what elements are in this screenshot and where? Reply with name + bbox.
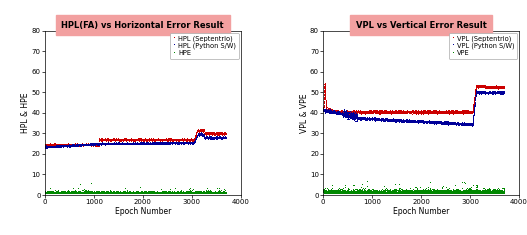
HPE [42, 192, 48, 195]
HPL (Septentrio) [159, 140, 165, 142]
VPE [325, 193, 331, 196]
VPL (Python S/W) [494, 91, 501, 94]
Line: HPL (Septentrio): HPL (Septentrio) [44, 129, 227, 148]
VPE [393, 193, 399, 196]
VPL (Python S/W) [385, 119, 392, 122]
VPE [320, 188, 326, 191]
VPL (Septentrio) [376, 114, 382, 116]
VPL (Python S/W) [473, 89, 479, 92]
VPE [437, 192, 443, 194]
X-axis label: Epoch Number: Epoch Number [114, 207, 171, 215]
VPE [501, 192, 508, 195]
HPL (Python S/W) [159, 143, 165, 145]
VPL (Python S/W) [474, 93, 481, 95]
HPE [194, 193, 200, 196]
HPL (Septentrio) [46, 145, 53, 147]
HPL (Septentrio) [216, 132, 222, 135]
VPL (Septentrio) [415, 113, 421, 116]
VPL (Python S/W) [415, 121, 421, 124]
HPL (Python S/W) [46, 146, 53, 149]
Legend: VPL (Septentrio), VPL (Python S/W), VPE: VPL (Septentrio), VPL (Python S/W), VPE [449, 33, 517, 59]
HPE [159, 193, 165, 196]
Line: VPL (Python S/W): VPL (Python S/W) [323, 90, 505, 127]
Line: HPL (Python S/W): HPL (Python S/W) [44, 133, 227, 149]
Line: VPL (Septentrio): VPL (Septentrio) [323, 83, 505, 116]
Line: HPE: HPE [44, 184, 227, 195]
HPE [196, 193, 202, 196]
Line: VPE: VPE [323, 181, 505, 195]
HPE [216, 193, 222, 196]
HPL (Python S/W) [136, 143, 143, 145]
HPE [46, 193, 53, 196]
HPL (Septentrio) [136, 139, 143, 142]
VPL (Python S/W) [320, 109, 326, 112]
Title: HPL(FA) vs Horizontal Error Result: HPL(FA) vs Horizontal Error Result [62, 21, 224, 30]
VPL (Septentrio) [325, 111, 331, 114]
HPL (Python S/W) [198, 132, 204, 135]
VPE [415, 191, 421, 194]
HPE [223, 193, 229, 196]
VPL (Septentrio) [320, 107, 326, 110]
HPL (Septentrio) [196, 130, 202, 133]
X-axis label: Epoch Number: Epoch Number [393, 207, 450, 215]
HPL (Septentrio) [42, 144, 48, 147]
HPE [136, 187, 143, 190]
VPE [364, 180, 370, 183]
VPL (Python S/W) [325, 109, 331, 112]
VPE [386, 192, 392, 194]
HPL (Septentrio) [54, 146, 61, 149]
VPL (Python S/W) [501, 92, 508, 94]
Y-axis label: HPL & HPE: HPL & HPE [21, 93, 30, 133]
HPL (Python S/W) [216, 137, 222, 140]
VPL (Septentrio) [501, 86, 508, 89]
VPL (Septentrio) [494, 87, 501, 90]
HPL (Septentrio) [223, 133, 229, 136]
Legend: HPL (Septentrio), HPL (Python S/W), HPE: HPL (Septentrio), HPL (Python S/W), HPE [170, 33, 239, 59]
HPL (Python S/W) [42, 146, 48, 149]
HPE [87, 183, 94, 186]
VPL (Septentrio) [437, 112, 443, 115]
HPL (Python S/W) [43, 147, 50, 150]
HPL (Septentrio) [200, 128, 207, 131]
HPE [107, 192, 113, 194]
VPL (Septentrio) [321, 82, 328, 85]
HPL (Python S/W) [223, 136, 229, 139]
Y-axis label: VPL & VPE: VPL & VPE [299, 93, 308, 133]
VPL (Python S/W) [437, 122, 443, 125]
Title: VPL vs Vertical Error Result: VPL vs Vertical Error Result [356, 21, 486, 30]
HPL (Python S/W) [196, 134, 202, 137]
VPL (Septentrio) [474, 85, 481, 88]
VPL (Septentrio) [386, 111, 392, 114]
HPL (Python S/W) [107, 142, 113, 145]
VPE [474, 191, 481, 194]
HPL (Septentrio) [107, 139, 113, 142]
VPE [494, 191, 501, 193]
VPL (Python S/W) [469, 125, 475, 128]
